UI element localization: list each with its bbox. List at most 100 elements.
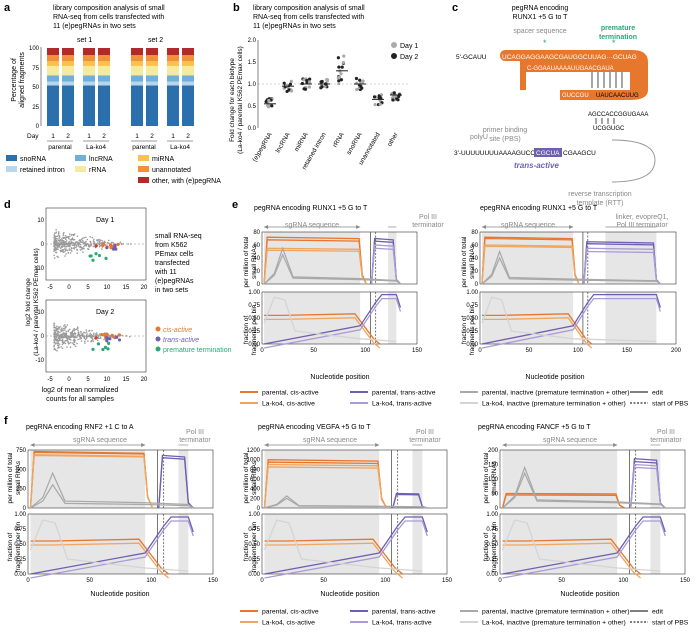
- b-legend-day2-dot: [391, 53, 397, 59]
- a-parental-2: parental: [132, 144, 156, 151]
- ytick: 1200: [247, 448, 261, 454]
- d-point: [96, 339, 99, 342]
- sgrna-region: [30, 450, 146, 508]
- a-bar-seg: [182, 85, 194, 126]
- d-point: [94, 333, 97, 335]
- d-point: [59, 337, 61, 340]
- ytick: 20: [471, 269, 478, 275]
- d-point: [65, 332, 68, 335]
- legend-pbs: start of PBS: [652, 401, 689, 408]
- a-bar-seg: [98, 61, 110, 66]
- a-lako4-2: La-ko4: [170, 144, 190, 151]
- e-sgrna-right: sgRNA sequence: [501, 222, 555, 229]
- ytick: 0.50: [466, 316, 478, 322]
- c-spacer-seq: UCAGGAGGAAGCGAUGGCUUAG···GCUAG: [502, 54, 637, 61]
- panel-label-e: e: [232, 199, 238, 211]
- c-polyu: polyU: [470, 134, 488, 141]
- d-point: [84, 332, 86, 334]
- d-point: [56, 255, 58, 258]
- d-point: [58, 339, 60, 342]
- c-star-2: *: [612, 38, 616, 48]
- ytick: 0.50: [14, 542, 26, 548]
- d-point: [59, 242, 61, 245]
- d-point: [106, 241, 109, 244]
- svg-text:-5: -5: [47, 377, 53, 383]
- b-ylabel-1: Fold change for each biotype: [229, 58, 236, 142]
- d-point: [62, 342, 65, 345]
- d-point: [53, 234, 56, 236]
- d-point: [84, 241, 86, 244]
- legend-li: La-ko4, inactive (premature termination …: [482, 401, 626, 408]
- a-leg-other: other, with (e)pegRNA: [152, 178, 221, 185]
- a-bar-seg: [47, 85, 59, 126]
- d-point: [65, 240, 68, 242]
- d-point: [99, 335, 102, 337]
- c-pbs-box: [534, 148, 562, 157]
- fraction-line: [501, 519, 661, 572]
- d-point: [55, 237, 57, 240]
- legend-lt: La-ko4, trans-active: [372, 620, 432, 627]
- d-point: [91, 329, 93, 332]
- d-point: [55, 228, 57, 231]
- ytick: 0.25: [486, 557, 498, 563]
- ytick: 600: [250, 477, 261, 483]
- d-point: [71, 238, 74, 241]
- d-point: [71, 330, 74, 332]
- terminator-region: [650, 514, 661, 574]
- d-point: [75, 246, 77, 249]
- f3-yl-bot-2: fragments per bin: [491, 521, 498, 572]
- d-point: [60, 339, 62, 342]
- d-point: [86, 335, 88, 337]
- d-point: [55, 247, 58, 250]
- d-point: [61, 327, 63, 329]
- d-side-3: transfected: [155, 260, 190, 267]
- b-xtick: lncRNA: [275, 131, 292, 154]
- d-point: [54, 246, 56, 249]
- fraction-line: [30, 542, 170, 579]
- a-bar-seg: [62, 75, 74, 82]
- legend-edit: edit: [652, 390, 663, 397]
- b-point: [337, 79, 341, 83]
- d-prem-point: [91, 347, 95, 351]
- b-point: [392, 91, 396, 95]
- coverage-line: [158, 457, 194, 509]
- d-point: [75, 244, 77, 246]
- svg-text:20: 20: [141, 285, 148, 291]
- d-point: [68, 335, 70, 338]
- a-bar-seg: [131, 61, 143, 66]
- d-point: [127, 243, 130, 245]
- svg-text:10: 10: [104, 285, 111, 291]
- d-point: [83, 247, 85, 250]
- d-point: [85, 236, 87, 239]
- svg-text:5: 5: [86, 285, 90, 291]
- d-point: [89, 335, 91, 338]
- d-point: [64, 242, 67, 245]
- d-xlabel-1: log2 of mean normalized: [42, 387, 119, 394]
- d-point: [56, 338, 58, 341]
- b-point: [307, 80, 312, 85]
- legend-e: parental, cis-active La-ko4, cis-active pa…: [240, 390, 689, 408]
- xtick: 100: [618, 578, 629, 584]
- a-bar-seg: [47, 65, 59, 76]
- d-point: [73, 247, 76, 250]
- b-title-1: library composition analysis of small: [253, 5, 365, 12]
- d-trans-point: [113, 243, 117, 247]
- d-point: [76, 342, 78, 345]
- d-point: [69, 235, 71, 238]
- d-point: [86, 243, 89, 245]
- panel-b: b library composition analysis of small …: [229, 2, 418, 171]
- a-bar-seg: [167, 65, 179, 76]
- d-point: [81, 237, 84, 240]
- a-bar-seg: [131, 65, 143, 76]
- svg-text:-5: -5: [47, 285, 53, 291]
- b-point: [282, 81, 286, 85]
- ytick: 0.75: [248, 303, 260, 309]
- b-point: [308, 77, 312, 81]
- a-bar-seg: [131, 75, 143, 82]
- d-prem-point: [104, 256, 108, 260]
- d-point: [65, 339, 68, 342]
- a-ylabel-2: aligned fragments: [19, 52, 26, 108]
- a-bar-seg: [167, 85, 179, 126]
- d-point: [56, 325, 58, 328]
